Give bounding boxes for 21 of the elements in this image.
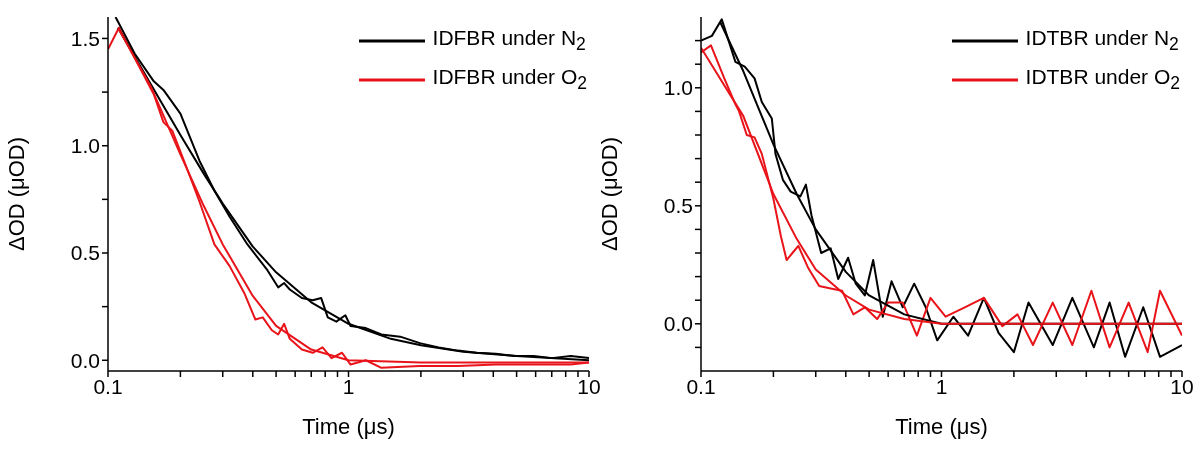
y-tick-label: 0.5 bbox=[663, 194, 693, 218]
x-tick-label: 10 bbox=[1170, 374, 1194, 398]
y-tick-label: 0.5 bbox=[70, 241, 100, 265]
y-tick-label: 0.0 bbox=[70, 348, 100, 372]
x-tick-label: 10 bbox=[577, 374, 601, 398]
legend-label: IDFBR under O$_{2}$ bbox=[432, 65, 587, 95]
legend-label: IDFBR under N$_{2}$ bbox=[432, 26, 586, 56]
x-tick-label: 0.1 bbox=[93, 374, 123, 398]
legend-label: IDTBR under N$_{2}$ bbox=[1025, 26, 1179, 56]
y-tick-label: 1.5 bbox=[70, 26, 100, 50]
y-tick-label: 1.0 bbox=[663, 76, 693, 100]
y-tick-label: 1.0 bbox=[70, 134, 100, 158]
x-tick-label: 0.1 bbox=[686, 374, 716, 398]
x-tick-label: 1 bbox=[342, 374, 355, 398]
legend-label: IDTBR under O$_{2}$ bbox=[1025, 65, 1180, 95]
x-axis-title: Time (μs) bbox=[302, 414, 395, 439]
y-axis-title: ΔOD (μOD) bbox=[596, 136, 622, 252]
y-axis-title: ΔOD (μOD) bbox=[3, 136, 29, 252]
x-axis-title: Time (μs) bbox=[895, 414, 988, 439]
x-tick-label: 1 bbox=[935, 374, 948, 398]
y-tick-label: 0.0 bbox=[663, 312, 693, 336]
